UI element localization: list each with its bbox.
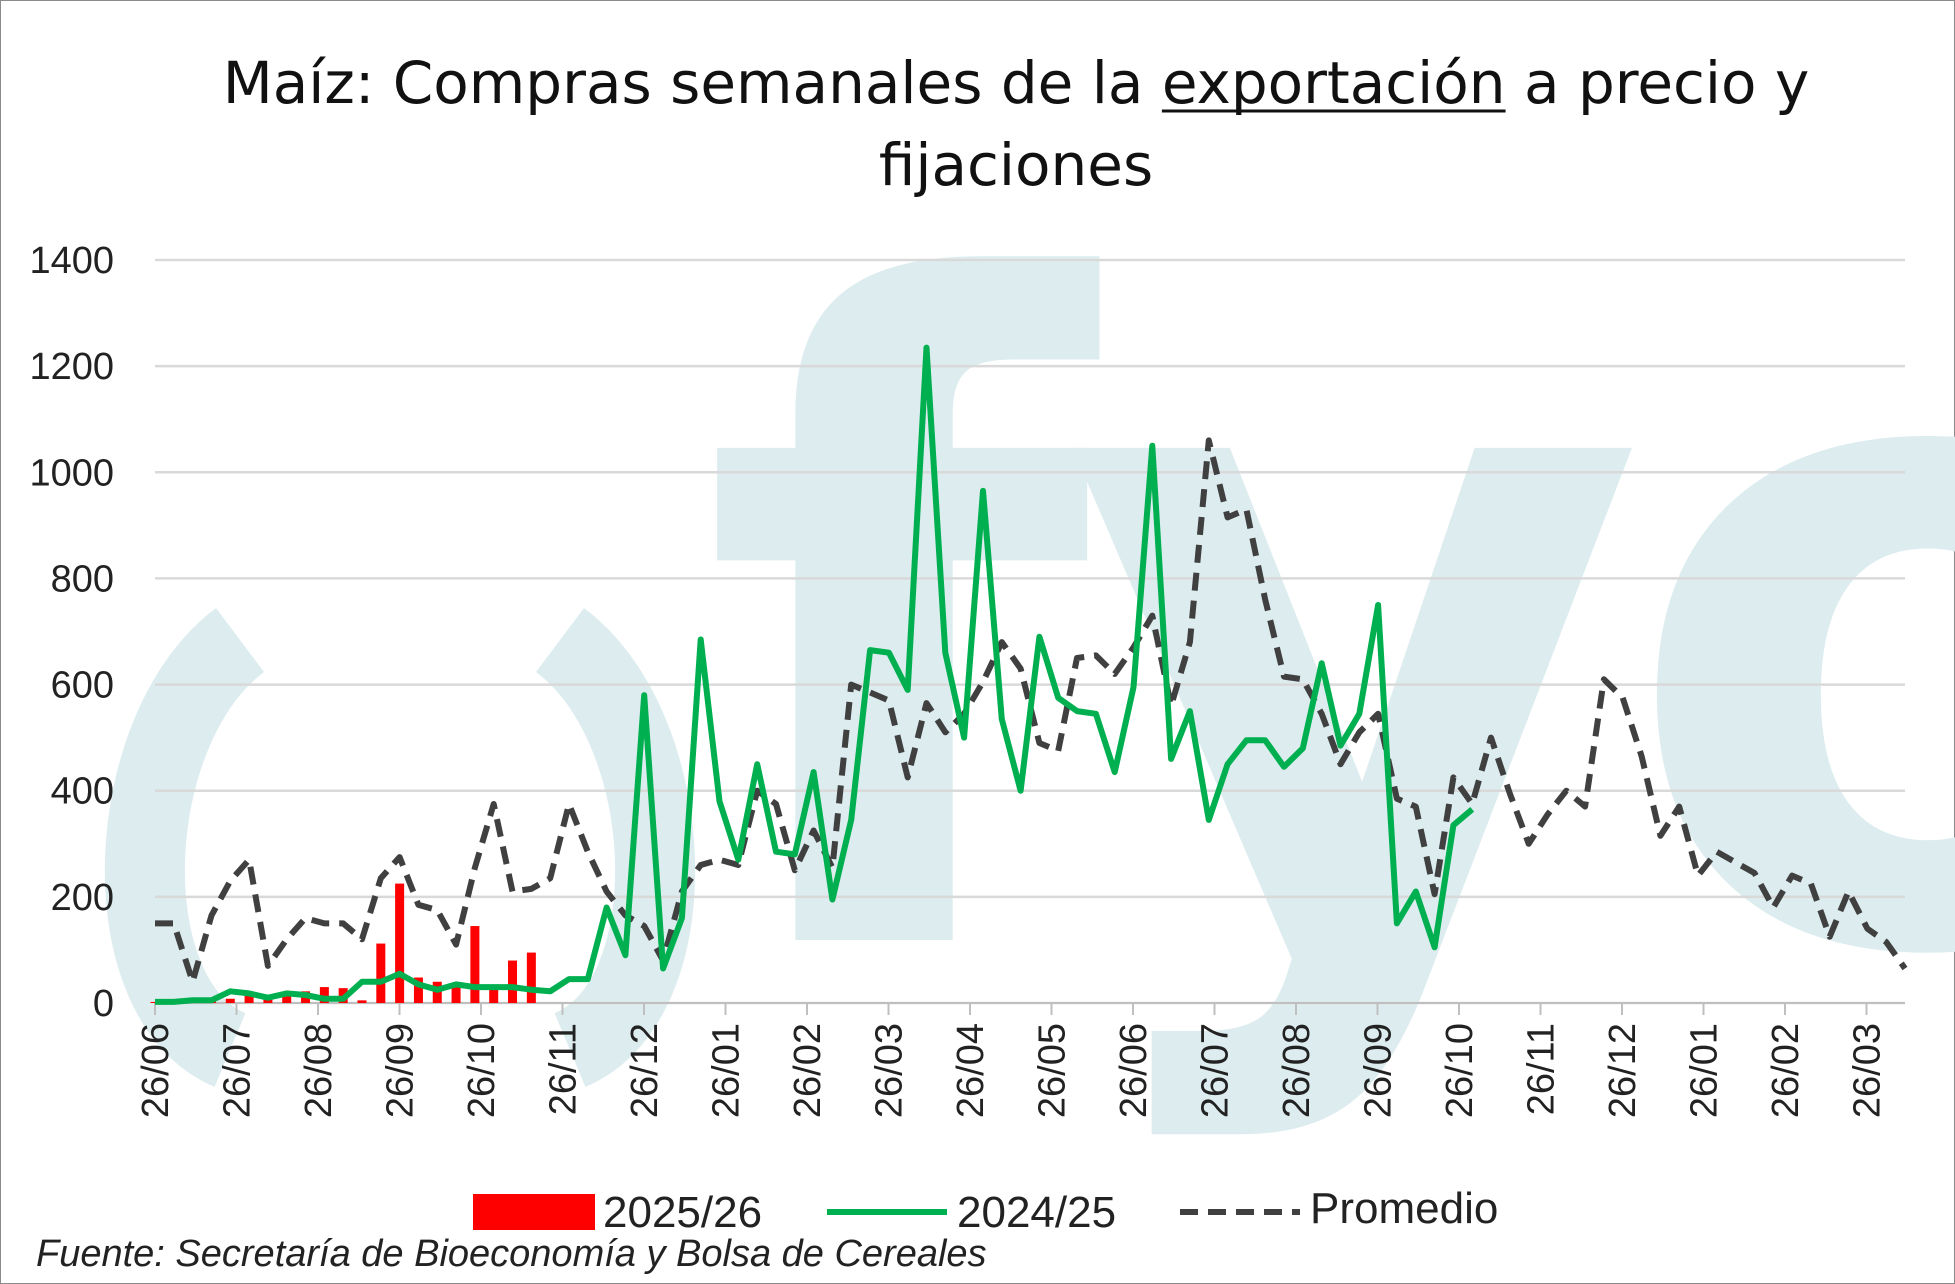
y-tick-label: 200 xyxy=(51,877,114,919)
x-tick-label: 26/09 xyxy=(1358,1023,1400,1118)
series-lines xyxy=(155,344,1908,1005)
legend: 2025/26 2024/25 Promedio xyxy=(473,1184,1498,1237)
x-tick-label: 26/03 xyxy=(1847,1023,1889,1118)
legend-label-2024-25: 2024/25 xyxy=(957,1188,1116,1237)
y-tick-label: 800 xyxy=(51,558,114,600)
x-tick-label: 26/07 xyxy=(217,1023,259,1118)
bar-2025-26 xyxy=(413,977,423,1003)
x-tick-label: 26/07 xyxy=(1195,1023,1237,1118)
x-tick-label: 26/01 xyxy=(706,1023,748,1118)
x-tick-label: 26/12 xyxy=(1602,1023,1644,1118)
bar-2025-26 xyxy=(319,987,329,1003)
x-tick-label: 26/06 xyxy=(1113,1023,1155,1118)
y-tick-label: 1000 xyxy=(29,452,114,494)
x-axis-ticks: 26/06 26/07 26/08 26/09 26/10 26/11 26/12 26/01… xyxy=(135,1002,1905,1118)
title-line-2: fijaciones xyxy=(879,131,1153,199)
bar-2025-26 xyxy=(376,943,386,1003)
x-tick-label: 26/10 xyxy=(1439,1023,1481,1118)
line-2024-25 xyxy=(155,344,1475,1005)
x-tick-label: 26/02 xyxy=(1765,1023,1807,1118)
bar-2025-26 xyxy=(395,883,405,1003)
bar-2025-26 xyxy=(225,998,235,1003)
chart-title: Maíz: Compras semanales de la exportació… xyxy=(223,49,1810,199)
title-line-1: Maíz: Compras semanales de la exportació… xyxy=(223,49,1810,117)
x-tick-label: 26/02 xyxy=(787,1023,829,1118)
y-tick-label: 600 xyxy=(51,665,114,707)
x-tick-label: 26/04 xyxy=(950,1023,992,1118)
x-tick-label: 26/06 xyxy=(135,1023,177,1118)
bar-2025-26 xyxy=(357,1000,367,1003)
bar-2025-26 xyxy=(470,926,480,1003)
y-tick-label: 1400 xyxy=(29,240,114,282)
bar-2025-26 xyxy=(526,952,536,1003)
x-tick-label: 26/11 xyxy=(543,1023,585,1115)
source-note: Fuente: Secretaría de Bioeconomía y Bols… xyxy=(36,1233,987,1275)
x-tick-label: 26/08 xyxy=(298,1023,340,1118)
x-tick-label: 26/12 xyxy=(624,1023,666,1118)
bar-2025-26 xyxy=(508,960,518,1003)
x-tick-label: 26/03 xyxy=(869,1023,911,1118)
y-tick-label: 0 xyxy=(93,983,114,1025)
bar-2025-26 xyxy=(451,987,461,1003)
y-axis-ticks: 0 200 400 600 800 1000 1200 1400 xyxy=(29,240,114,1025)
x-tick-label: 26/01 xyxy=(1684,1023,1726,1118)
x-tick-label: 26/09 xyxy=(380,1023,422,1118)
y-tick-label: 400 xyxy=(51,771,114,813)
x-tick-label: 26/08 xyxy=(1276,1023,1318,1118)
watermark-text: fyo xyxy=(700,106,1955,1153)
x-tick-label: 26/11 xyxy=(1521,1023,1563,1115)
bar-2025-26 xyxy=(489,987,499,1003)
bar-2025-26 xyxy=(282,992,292,1003)
watermark-arc-left xyxy=(105,608,266,1087)
x-tick-label: 26/05 xyxy=(1032,1023,1074,1118)
legend-swatch-2025-26 xyxy=(473,1194,595,1230)
line-promedio xyxy=(155,437,1908,985)
y-tick-label: 1200 xyxy=(29,346,114,388)
x-tick-label: 26/10 xyxy=(461,1023,503,1118)
legend-label-promedio: Promedio xyxy=(1310,1184,1498,1233)
legend-label-2025-26: 2025/26 xyxy=(603,1188,762,1237)
bar-2025-26 xyxy=(244,995,254,1003)
